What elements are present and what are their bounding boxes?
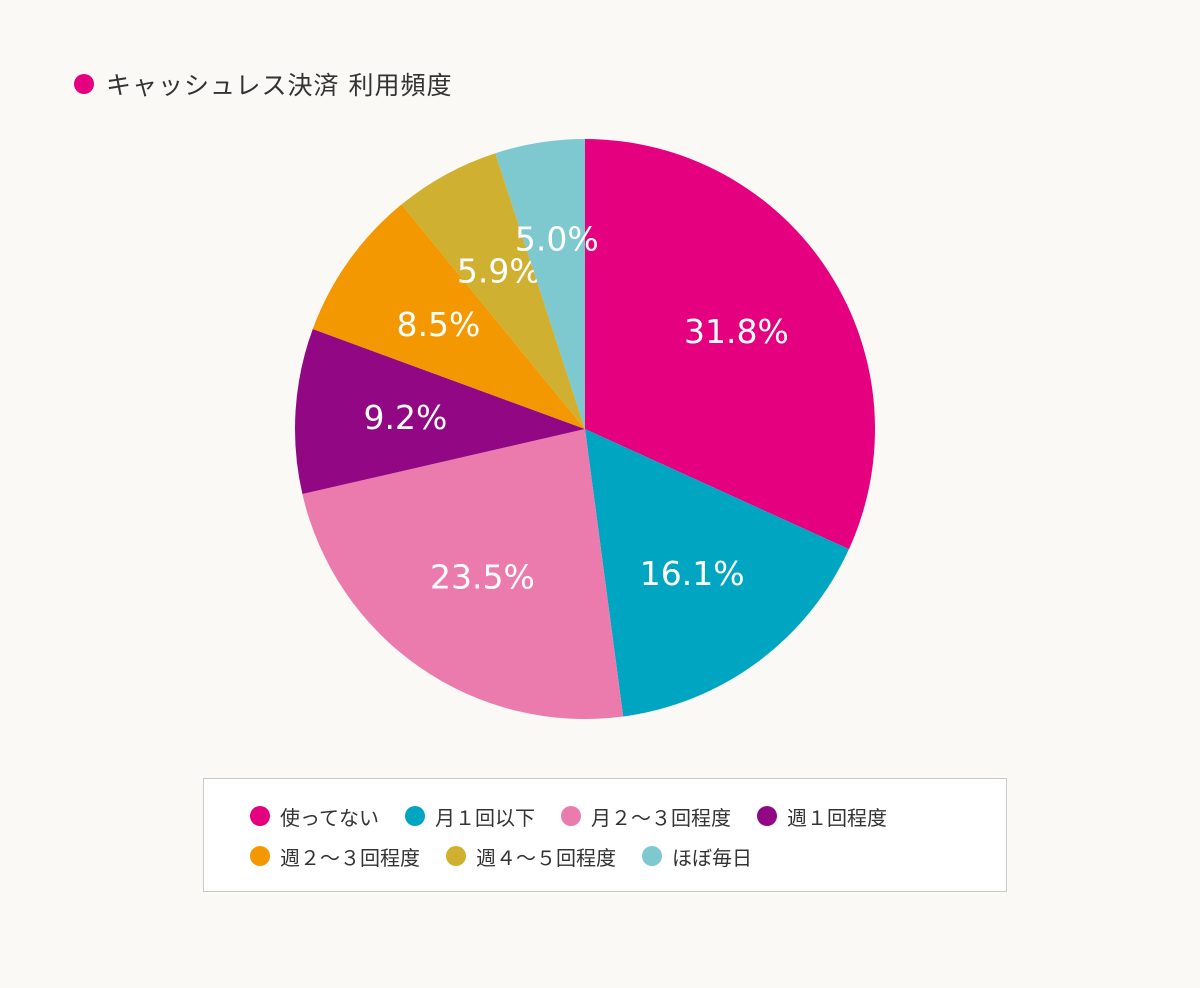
legend-label: 月２〜３回程度 xyxy=(591,805,731,830)
legend-item: 月１回以下 xyxy=(405,802,535,831)
legend-item: 週１回程度 xyxy=(757,802,887,831)
slice-label: 5.0% xyxy=(515,220,599,259)
chart-legend: 使ってない 月１回以下 月２〜３回程度 週１回程度 週２〜３回程度 週４〜５回程度 ほぼ毎… xyxy=(203,778,1007,892)
pie-slice xyxy=(401,153,585,429)
slice-label: 31.8% xyxy=(684,312,789,351)
legend-item: 週４〜５回程度 xyxy=(446,842,616,871)
legend-label: 週４〜５回程度 xyxy=(476,845,616,870)
pie-slice xyxy=(295,329,585,495)
pie-slice xyxy=(302,429,624,719)
legend-item: ほぼ毎日 xyxy=(642,842,752,871)
legend-item: 週２〜３回程度 xyxy=(250,842,420,871)
legend-label: ほぼ毎日 xyxy=(672,845,752,870)
legend-swatch-icon xyxy=(405,806,425,826)
legend-item: 使ってない xyxy=(250,802,379,831)
legend-swatch-icon xyxy=(250,846,270,866)
legend-item: 月２〜３回程度 xyxy=(561,802,731,831)
slice-label: 16.1% xyxy=(640,554,745,593)
pie-slice xyxy=(585,139,875,550)
legend-swatch-icon xyxy=(757,806,777,826)
title-marker-icon xyxy=(74,74,94,94)
legend-label: 週２〜３回程度 xyxy=(280,845,420,870)
pie-chart: 31.8% 16.1% 23.5% 9.2% 8.5% 5.9%5.0% xyxy=(295,139,875,719)
legend-swatch-icon xyxy=(642,846,662,866)
legend-swatch-icon xyxy=(446,846,466,866)
legend-row: 週２〜３回程度 週４〜５回程度 ほぼ毎日 xyxy=(250,841,778,871)
pie-slice xyxy=(585,429,849,717)
legend-label: 月１回以下 xyxy=(435,805,535,830)
pie-slice xyxy=(495,139,585,429)
pie-slice xyxy=(312,204,585,429)
legend-swatch-icon xyxy=(250,806,270,826)
legend-swatch-icon xyxy=(561,806,581,826)
slice-label: 5.9% xyxy=(457,252,541,291)
chart-title-block: キャッシュレス決済 利用頻度 xyxy=(74,64,452,104)
legend-label: 使ってない xyxy=(280,805,379,830)
slice-label: 8.5% xyxy=(396,305,480,344)
chart-title: キャッシュレス決済 利用頻度 xyxy=(106,71,453,100)
slice-label: 23.5% xyxy=(430,557,535,596)
legend-row: 使ってない 月１回以下 月２〜３回程度 週１回程度 xyxy=(250,801,913,831)
legend-label: 週１回程度 xyxy=(787,805,887,830)
slice-label: 9.2% xyxy=(363,398,447,437)
